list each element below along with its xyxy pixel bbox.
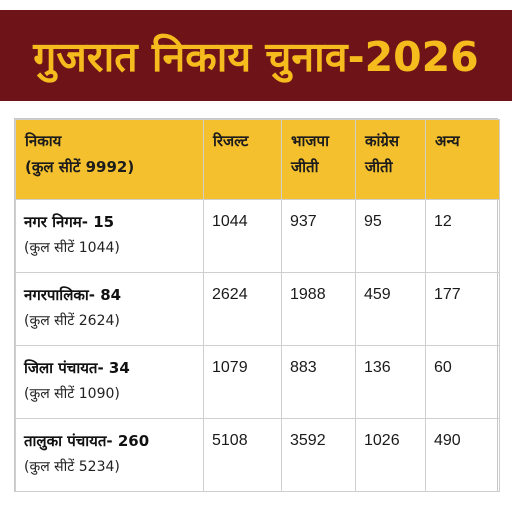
- others-cell: 177: [425, 272, 500, 346]
- result-cell: 2624: [203, 272, 282, 346]
- table-header-row: निकाय (कुल सीटें 9992) रिजल्ट भाजपा जीती…: [15, 119, 500, 200]
- table-row: नगरपालिका- 84 (कुल सीटें 2624) 2624 1988…: [15, 272, 500, 346]
- column-header-body-label: निकाय: [25, 132, 62, 150]
- body-name: जिला पंचायत- 34: [24, 359, 130, 377]
- body-cell: नगर निगम- 15 (कुल सीटें 1044): [15, 199, 204, 273]
- congress-cell: 136: [355, 345, 426, 419]
- others-cell: 490: [425, 418, 500, 492]
- body-name: नगर निगम- 15: [24, 213, 115, 231]
- body-name: तालुका पंचायत- 260: [24, 432, 150, 450]
- congress-cell: 459: [355, 272, 426, 346]
- column-header-bjp-won: जीती: [291, 158, 319, 176]
- bjp-cell: 3592: [281, 418, 356, 492]
- body-total-seats: (कुल सीटें 1044): [24, 240, 120, 256]
- column-header-bjp-label: भाजपा: [291, 132, 329, 150]
- result-cell: 5108: [203, 418, 282, 492]
- bjp-cell: 937: [281, 199, 356, 273]
- body-total-seats: (कुल सीटें 5234): [24, 459, 120, 475]
- results-table: निकाय (कुल सीटें 9992) रिजल्ट भाजपा जीती…: [15, 119, 500, 492]
- body-total-seats: (कुल सीटें 2624): [24, 313, 120, 329]
- table-row: नगर निगम- 15 (कुल सीटें 1044) 1044 937 9…: [15, 199, 500, 273]
- others-cell: 60: [425, 345, 500, 419]
- result-cell: 1079: [203, 345, 282, 419]
- table-row: तालुका पंचायत- 260 (कुल सीटें 5234) 5108…: [15, 418, 500, 492]
- column-header-bjp: भाजपा जीती: [281, 119, 356, 200]
- congress-cell: 1026: [355, 418, 426, 492]
- body-cell: जिला पंचायत- 34 (कुल सीटें 1090): [15, 345, 204, 419]
- column-header-others-label: अन्य: [435, 132, 460, 150]
- others-cell: 12: [425, 199, 500, 273]
- column-header-body: निकाय (कुल सीटें 9992): [15, 119, 204, 200]
- body-name: नगरपालिका- 84: [24, 286, 122, 304]
- title-banner: गुजरात निकाय चुनाव-2026: [0, 10, 512, 101]
- table-row: जिला पंचायत- 34 (कुल सीटें 1090) 1079 88…: [15, 345, 500, 419]
- body-total-seats: (कुल सीटें 1090): [24, 386, 120, 402]
- column-header-others: अन्य: [425, 119, 500, 200]
- page-title: गुजरात निकाय चुनाव-2026: [33, 32, 479, 81]
- body-cell: तालुका पंचायत- 260 (कुल सीटें 5234): [15, 418, 204, 492]
- congress-cell: 95: [355, 199, 426, 273]
- column-header-total-seats: (कुल सीटें 9992): [25, 158, 135, 176]
- column-header-result-label: रिजल्ट: [213, 132, 249, 150]
- bjp-cell: 883: [281, 345, 356, 419]
- result-cell: 1044: [203, 199, 282, 273]
- bjp-cell: 1988: [281, 272, 356, 346]
- column-header-congress: कांग्रेस जीती: [355, 119, 426, 200]
- body-cell: नगरपालिका- 84 (कुल सीटें 2624): [15, 272, 204, 346]
- column-header-congress-label: कांग्रेस: [365, 132, 400, 150]
- column-header-congress-won: जीती: [365, 158, 393, 176]
- results-table-container: निकाय (कुल सीटें 9992) रिजल्ट भाजपा जीती…: [14, 118, 500, 492]
- column-header-result: रिजल्ट: [203, 119, 282, 200]
